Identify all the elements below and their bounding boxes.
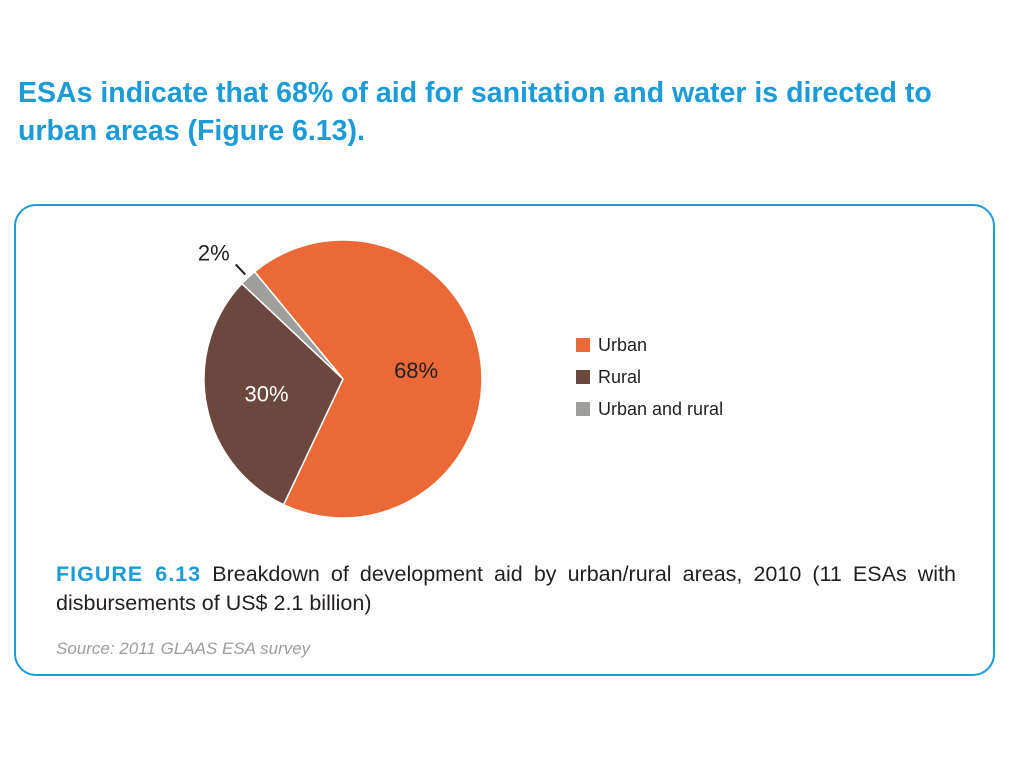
figure-number: FIGURE 6.13 xyxy=(56,562,202,586)
legend-label: Urban and rural xyxy=(598,398,724,419)
legend-item-urban-and-rural: Urban and rural xyxy=(576,393,723,425)
pie-label-urban-and-rural: 2% xyxy=(198,240,230,265)
headline: ESAs indicate that 68% of aid for sanita… xyxy=(18,77,932,147)
pie-leader-line xyxy=(234,263,247,276)
figure-panel xyxy=(14,204,995,676)
legend-item-rural: Rural xyxy=(576,361,723,393)
pie-slice-urban xyxy=(253,239,483,519)
legend-label: Rural xyxy=(598,366,642,387)
legend-swatch xyxy=(576,402,590,416)
legend-swatch xyxy=(576,338,590,352)
pie-slice-rural xyxy=(203,282,344,506)
legend-swatch xyxy=(576,370,590,384)
legend-label: Urban xyxy=(598,334,648,355)
figure-caption: FIGURE 6.13 Breakdown of development aid… xyxy=(56,560,956,618)
figure-source: Source: 2011 GLAAS ESA survey xyxy=(56,639,311,658)
pie-label-urban: 68% xyxy=(394,358,438,383)
legend-item-urban: Urban xyxy=(576,329,723,361)
figure-caption-text: Breakdown of development aid by urban/ru… xyxy=(56,562,957,615)
pie-slice-urban-and-rural xyxy=(241,270,344,380)
pie-label-rural: 30% xyxy=(244,382,288,407)
chart-legend: Urban Rural Urban and rural xyxy=(576,329,723,425)
